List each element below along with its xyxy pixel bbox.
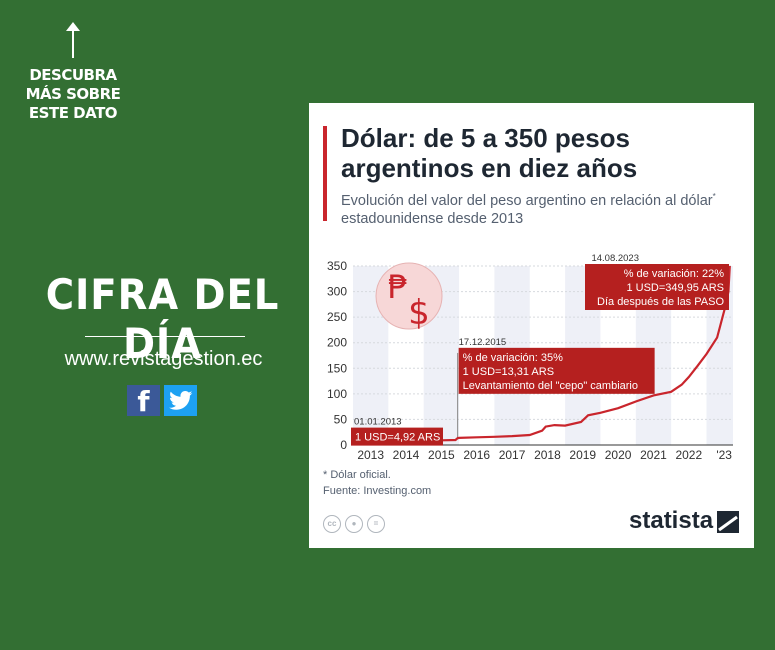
source-note: Fuente: Investing.com xyxy=(323,485,432,497)
annotation-2013-box xyxy=(351,427,443,446)
title-accent-bar xyxy=(323,126,327,221)
website-link[interactable]: www.revistagestion.ec xyxy=(64,348,263,370)
x-tick-label: 2016 xyxy=(463,448,490,462)
x-tick-label: 2014 xyxy=(393,448,420,462)
headline: CIFRA DEL DÍA xyxy=(45,270,280,368)
annotation-2013-text: 1 USD=4,92 ARS xyxy=(355,432,440,444)
y-tick-label: 50 xyxy=(334,412,348,426)
peso-symbol: ₱ xyxy=(388,268,408,306)
dollar-symbol: $ xyxy=(408,293,430,333)
infographic-card: Dólar: de 5 a 350 pesos argentinos en di… xyxy=(309,103,754,548)
brand-name: statista xyxy=(629,507,714,534)
cc-icon: cc xyxy=(323,515,341,533)
y-tick-label: 200 xyxy=(327,336,347,350)
subtitle-post: estadounidense desde 2013 xyxy=(341,210,524,227)
promo-text: DESCUBRA MÁS SOBRE ESTE DATO xyxy=(25,66,121,122)
line-chart: 0 50 100 150 200 250 300 350 2013 2014 2015 2016 201… xyxy=(327,253,733,462)
annotation-2015-text: Levantamiento del "cepo" cambiario xyxy=(463,380,638,392)
y-tick-label: 100 xyxy=(327,387,347,401)
chart-title: Dólar: de 5 a 350 pesos argentinos en di… xyxy=(341,123,638,183)
y-tick-label: 300 xyxy=(327,285,347,299)
annotation-2015-box xyxy=(458,347,655,394)
peso-dollar-icon xyxy=(375,262,443,330)
annotation-2023-date: 14.08.2023 xyxy=(591,253,639,264)
subtitle-pre: Evolución del valor del peso argentino e… xyxy=(341,192,713,209)
y-tick-label: 250 xyxy=(327,310,347,324)
x-tick-label: 2021 xyxy=(640,448,667,462)
nd-icon: = xyxy=(367,515,385,533)
by-icon: ● xyxy=(345,515,363,533)
annotation-2015-text: % de variación: 35% xyxy=(463,352,563,364)
social-links: f xyxy=(127,385,201,418)
y-tick-label: 0 xyxy=(340,438,347,452)
chart-subtitle: Evolución del valor del peso argentino e… xyxy=(341,188,741,228)
x-tick-label: 2018 xyxy=(534,448,561,462)
annotation-2013-date: 01.01.2013 xyxy=(354,417,402,428)
promo-link[interactable]: DESCUBRA MÁS SOBRE ESTE DATO xyxy=(14,22,132,123)
annotation-2023-box xyxy=(585,264,729,310)
annotation-2023-text: 1 USD=349,95 ARS xyxy=(626,282,724,294)
x-tick-label: 2019 xyxy=(569,448,596,462)
x-tick-label: 2020 xyxy=(605,448,632,462)
y-tick-label: 150 xyxy=(327,361,347,375)
twitter-icon[interactable] xyxy=(164,385,197,416)
y-tick-label: 350 xyxy=(327,259,347,273)
x-tick-label: 2015 xyxy=(428,448,455,462)
annotation-2015-text: 1 USD=13,31 ARS xyxy=(463,366,554,378)
x-tick-label: 2022 xyxy=(675,448,702,462)
annotation-2023-text: % de variación: 22% xyxy=(624,268,724,280)
license-icons: cc ● = xyxy=(323,513,389,533)
x-tick-label: '23 xyxy=(716,448,732,462)
footnote: * Dólar oficial. xyxy=(323,469,391,481)
statista-logo-icon xyxy=(717,511,739,533)
x-tick-label: 2013 xyxy=(357,448,384,462)
arrow-up-icon xyxy=(66,22,80,58)
annotation-2015-date: 17.12.2015 xyxy=(459,337,507,348)
annotation-2023-text: Día después de las PASO xyxy=(597,296,724,308)
divider xyxy=(85,336,245,337)
facebook-icon[interactable]: f xyxy=(127,385,160,418)
x-tick-label: 2017 xyxy=(499,448,526,462)
subtitle-mark: * xyxy=(712,192,716,201)
